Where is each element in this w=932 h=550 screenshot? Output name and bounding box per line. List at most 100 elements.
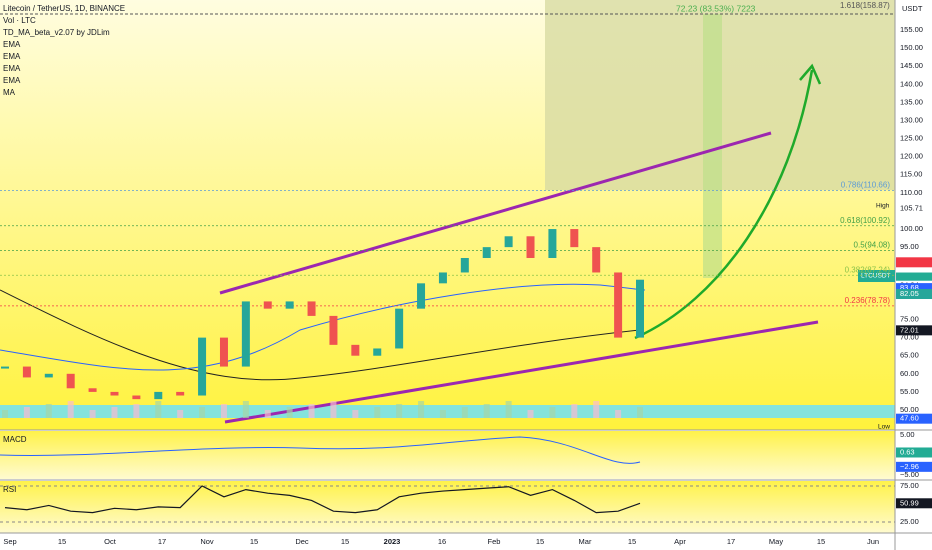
- indicator-label: Vol · LTC: [3, 16, 36, 25]
- volume-bar: [111, 407, 118, 418]
- candle: [548, 229, 557, 258]
- candle: [636, 279, 644, 338]
- macd-pane: [0, 431, 895, 479]
- price-tick-label: 50.00: [900, 405, 919, 414]
- indicator-label: EMA: [3, 76, 21, 85]
- candle: [285, 301, 294, 309]
- time-label: 15: [58, 537, 66, 546]
- price-tick-label: 145.00: [900, 61, 923, 70]
- price-tick-label: 75.00: [900, 315, 919, 324]
- volume-bar: [483, 404, 490, 418]
- candle: [110, 391, 119, 396]
- volume-bar: [352, 410, 359, 418]
- candle: [460, 257, 469, 273]
- price-tick-label: 95.00: [900, 242, 919, 251]
- time-label: 17: [158, 537, 166, 546]
- price-tick-label: 100.00: [900, 224, 923, 233]
- time-label: 15: [628, 537, 636, 546]
- volume-bar: [505, 401, 512, 418]
- price-badge-label: 72.01: [900, 325, 919, 334]
- candle: [22, 366, 31, 378]
- price-badge: [896, 283, 932, 294]
- price-tick-label: 120.00: [900, 152, 923, 161]
- fib-label: 0.236(78.78): [845, 296, 891, 305]
- candle: [154, 391, 163, 400]
- time-label: 15: [536, 537, 544, 546]
- price-badge: [896, 257, 932, 268]
- low-label: Low: [878, 424, 890, 431]
- volume-bar: [220, 404, 227, 418]
- price-badge-label: 82.05: [900, 289, 919, 298]
- time-label: Jun: [867, 537, 879, 546]
- candle: [395, 308, 404, 349]
- time-label: Oct: [104, 537, 117, 546]
- candle: [351, 344, 360, 356]
- candle: [417, 283, 426, 309]
- time-label: Apr: [674, 537, 686, 546]
- price-tick-label: 135.00: [900, 97, 923, 106]
- currency: USDT: [902, 4, 923, 13]
- macd-tick: 5.00: [900, 430, 915, 439]
- volume-bar: [155, 401, 162, 418]
- candle: [373, 348, 382, 356]
- symbol-badge: [858, 270, 895, 282]
- macd-badge: [896, 461, 932, 472]
- symbol-label: LTCUSDT: [861, 273, 891, 280]
- fib-label: 0.382(87.24): [845, 265, 891, 274]
- price-badge: [896, 413, 932, 424]
- macd-tick: −5.00: [900, 470, 919, 479]
- price-tick-label: 115.00: [900, 170, 922, 179]
- indicator-label: TD_MA_beta_v2.07 by JDLim: [3, 28, 110, 37]
- price-badge: [896, 272, 932, 283]
- time-label: May: [769, 537, 783, 546]
- candle: [88, 388, 97, 392]
- volume-bar: [89, 410, 96, 418]
- fib-top: 1.618(158.87): [840, 1, 890, 10]
- volume-bar: [264, 410, 271, 418]
- macd-value: 0.63: [900, 447, 915, 456]
- volume-bar: [286, 407, 293, 418]
- time-label: Sep: [3, 537, 16, 546]
- fib-label: 0.618(100.92): [840, 216, 890, 225]
- ema-line: [0, 283, 646, 371]
- price-badge-label: 83.68: [900, 283, 919, 292]
- candle: [570, 229, 579, 248]
- candle: [504, 236, 513, 248]
- rsi-tick: 25.00: [900, 517, 919, 526]
- rsi-badge: [896, 498, 932, 509]
- candle: [66, 373, 75, 389]
- fib-label: 0.5(94.08): [854, 241, 891, 250]
- price-tick-label: 60.00: [900, 369, 919, 378]
- time-label: 17: [727, 537, 735, 546]
- price-tick-label: 155.00: [900, 25, 923, 34]
- candle: [198, 337, 207, 396]
- price-tick-label: 150.00: [900, 43, 923, 52]
- volume-bar: [199, 407, 206, 418]
- upper-trendline: [219, 131, 772, 295]
- candle: [132, 395, 141, 400]
- candle: [592, 247, 601, 273]
- candle: [1, 366, 9, 369]
- candle: [482, 247, 491, 258]
- price-tick-label: 130.00: [900, 115, 923, 124]
- rsi-pane: [0, 481, 895, 533]
- price-tick-label: 140.00: [900, 79, 923, 88]
- ma-line: [0, 289, 641, 381]
- macd-value: −2.96: [900, 462, 919, 471]
- volume-bar: [45, 404, 52, 418]
- macd-label: MACD: [3, 435, 27, 444]
- candle: [329, 315, 338, 345]
- volume-bar: [330, 401, 337, 418]
- fib-label: 0.786(110.66): [841, 181, 891, 190]
- time-label: 15: [250, 537, 258, 546]
- forecast-arrow: [634, 69, 814, 340]
- volume-bar: [2, 410, 8, 418]
- volume-bar: [461, 407, 468, 418]
- volume-bar: [615, 410, 622, 418]
- candle: [438, 272, 447, 284]
- price-badge: [896, 325, 932, 336]
- candle: [241, 301, 250, 367]
- candle: [614, 272, 623, 338]
- projection-strip: [703, 14, 722, 278]
